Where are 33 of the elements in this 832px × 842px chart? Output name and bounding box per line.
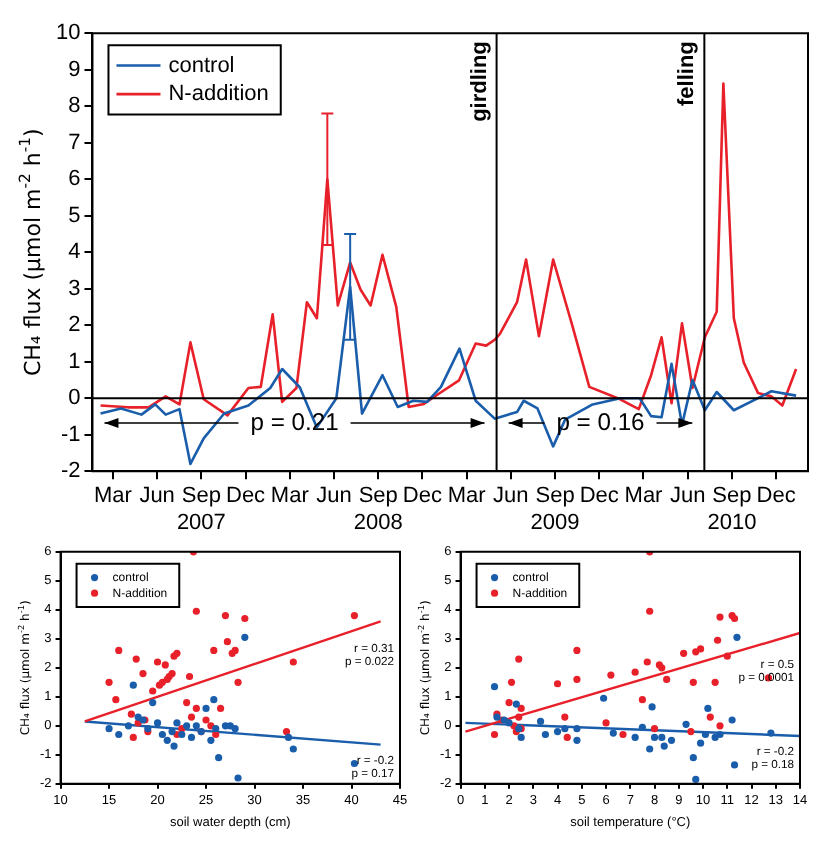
y-tick-label: 7 bbox=[68, 130, 81, 155]
y-tick-label: -1 bbox=[60, 422, 81, 447]
x-tick-label: Dec bbox=[226, 484, 267, 509]
legend-label: control bbox=[168, 53, 235, 78]
x-tick-label: Jun bbox=[493, 484, 529, 509]
x-tick-label: Jun bbox=[669, 484, 706, 509]
y-tick-label: -2 bbox=[60, 459, 81, 484]
y-tick-label: 0 bbox=[68, 386, 81, 411]
y-tick-label: 10 bbox=[55, 21, 81, 46]
y-tick-label: 8 bbox=[68, 94, 81, 119]
ref-line-label: felling bbox=[675, 41, 700, 106]
ref-line-label: girdling bbox=[467, 41, 492, 122]
x-tick-label: Sep 2008 bbox=[353, 484, 403, 535]
legend-label: N-addition bbox=[168, 82, 269, 107]
y-tick-label: 6 bbox=[68, 167, 81, 192]
x-tick-label: Dec bbox=[402, 484, 443, 509]
y-tick-label: 4 bbox=[68, 240, 81, 265]
y-tick-label: 2 bbox=[68, 313, 81, 338]
y-tick-label: 3 bbox=[68, 276, 81, 301]
x-tick-label: Mar bbox=[624, 484, 664, 509]
x-tick-label: Mar bbox=[447, 484, 487, 509]
x-tick-label: Dec bbox=[756, 484, 797, 509]
y-tick-label: 1 bbox=[68, 349, 81, 374]
x-tick-label: Sep 2009 bbox=[530, 484, 580, 535]
x-tick-label: Mar bbox=[270, 484, 310, 509]
x-tick-label: Sep 2007 bbox=[176, 484, 226, 535]
x-tick-label: Jun bbox=[139, 484, 175, 509]
x-tick-label: Sep 2010 bbox=[707, 484, 757, 535]
x-tick-label: Mar bbox=[93, 484, 133, 509]
x-tick-label: Jun bbox=[316, 484, 352, 509]
x-tick-label: Dec bbox=[579, 484, 620, 509]
y-tick-label: 9 bbox=[68, 57, 81, 82]
y-tick-label: 5 bbox=[68, 203, 81, 228]
